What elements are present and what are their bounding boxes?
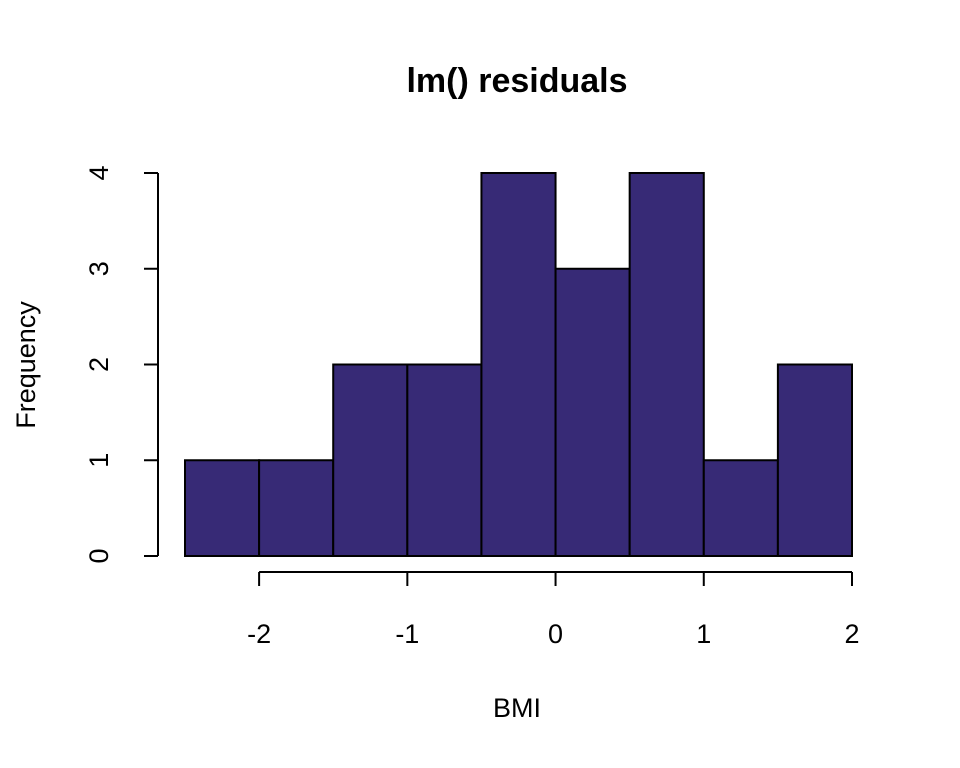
chart-title: lm() residuals: [406, 62, 627, 100]
x-tick-label: 2: [844, 619, 859, 649]
histogram-bar: [480, 172, 557, 557]
y-axis-label: Frequency: [11, 301, 41, 429]
y-axis: 0 1 2 3 4: [84, 165, 159, 564]
histogram-bar: [554, 267, 631, 557]
y-tick-label: 3: [84, 261, 114, 276]
histogram-bar: [776, 363, 854, 557]
histogram-bar: [702, 459, 779, 557]
histogram-bar: [258, 459, 335, 557]
x-tick-label: -2: [247, 619, 271, 649]
y-tick-label: 2: [84, 357, 114, 372]
y-tick-label: 0: [84, 548, 114, 563]
y-tick-label: 4: [84, 165, 114, 180]
histogram-bar: [184, 459, 261, 557]
y-tick-label: 1: [84, 453, 114, 468]
histogram-bar: [406, 363, 483, 557]
x-axis: -2 -1 0 1 2: [247, 571, 860, 649]
x-tick-label: 0: [548, 619, 563, 649]
x-tick-label: -1: [395, 619, 419, 649]
histogram-bar: [628, 172, 705, 557]
x-tick-label: 1: [696, 619, 711, 649]
bars-group: [184, 172, 854, 557]
histogram-bar: [332, 363, 409, 557]
x-axis-label: BMI: [493, 693, 541, 723]
